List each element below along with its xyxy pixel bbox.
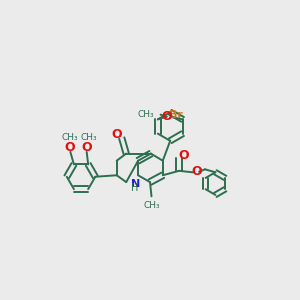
Text: O: O xyxy=(178,149,189,162)
Text: H: H xyxy=(131,183,139,193)
Text: CH₃: CH₃ xyxy=(143,201,160,210)
Text: CH₃: CH₃ xyxy=(81,133,98,142)
Text: O: O xyxy=(64,141,75,154)
Text: O: O xyxy=(191,165,202,178)
Text: N: N xyxy=(130,178,140,189)
Text: CH₃: CH₃ xyxy=(61,133,78,142)
Text: O: O xyxy=(111,128,122,141)
Text: O: O xyxy=(81,141,92,154)
Text: CH₃: CH₃ xyxy=(137,110,154,119)
Text: O: O xyxy=(161,110,172,123)
Text: Br: Br xyxy=(169,110,183,120)
